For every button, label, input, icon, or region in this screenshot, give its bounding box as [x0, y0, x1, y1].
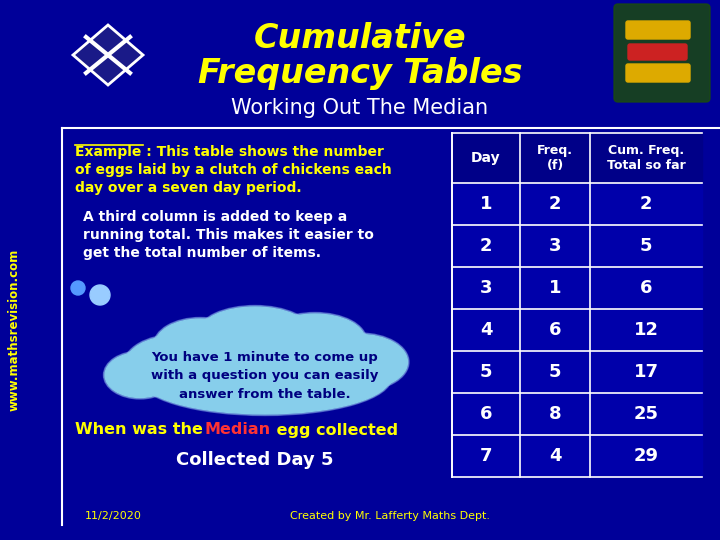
Text: 4: 4 [480, 321, 492, 339]
Text: egg collected: egg collected [271, 422, 398, 437]
FancyBboxPatch shape [626, 21, 690, 39]
Text: 2: 2 [549, 195, 562, 213]
Text: Day: Day [471, 151, 501, 165]
FancyBboxPatch shape [614, 4, 710, 102]
Text: 6: 6 [549, 321, 562, 339]
Text: Median: Median [205, 422, 271, 437]
Text: Created by Mr. Lafferty Maths Dept.: Created by Mr. Lafferty Maths Dept. [290, 511, 490, 521]
Bar [452, 393, 702, 435]
Circle shape [71, 281, 85, 295]
Ellipse shape [200, 307, 310, 357]
Ellipse shape [199, 306, 312, 359]
Circle shape [90, 285, 110, 305]
Ellipse shape [105, 353, 175, 397]
Text: running total. This makes it easier to: running total. This makes it easier to [83, 228, 374, 242]
Ellipse shape [125, 336, 225, 394]
Text: Working Out The Median: Working Out The Median [231, 98, 489, 118]
Ellipse shape [138, 341, 392, 415]
Text: 3: 3 [480, 279, 492, 297]
FancyBboxPatch shape [628, 44, 687, 60]
Text: 17: 17 [634, 363, 659, 381]
Ellipse shape [155, 319, 245, 371]
Text: 6: 6 [480, 405, 492, 423]
Ellipse shape [140, 342, 390, 414]
Text: Example : This table shows the number: Example : This table shows the number [75, 145, 384, 159]
Ellipse shape [311, 333, 409, 391]
Text: You have 1 minute to come up: You have 1 minute to come up [152, 352, 379, 365]
Text: Cum. Freq.
Total so far: Cum. Freq. Total so far [607, 144, 685, 172]
Bar [452, 351, 702, 393]
Bar [452, 133, 702, 183]
Text: 7: 7 [480, 447, 492, 465]
Bar [452, 309, 702, 351]
Text: When was the: When was the [75, 422, 209, 437]
Text: 4: 4 [549, 447, 562, 465]
Text: 12: 12 [634, 321, 659, 339]
Ellipse shape [264, 313, 366, 368]
Text: 3: 3 [549, 237, 562, 255]
Bar [452, 183, 702, 225]
Text: 11/2/2020: 11/2/2020 [85, 511, 142, 521]
Text: 5: 5 [549, 363, 562, 381]
Text: 5: 5 [640, 237, 652, 255]
Text: with a question you can easily: with a question you can easily [151, 369, 379, 382]
Text: Freq.
(f): Freq. (f) [537, 144, 573, 172]
Polygon shape [73, 25, 143, 85]
Bar [452, 435, 702, 477]
Text: Collected Day 5: Collected Day 5 [176, 451, 334, 469]
Text: 5: 5 [480, 363, 492, 381]
Ellipse shape [124, 334, 227, 395]
Bar [452, 267, 702, 309]
Text: 1: 1 [549, 279, 562, 297]
Text: answer from the table.: answer from the table. [179, 388, 351, 401]
Text: A third column is added to keep a: A third column is added to keep a [83, 210, 347, 224]
Text: 1: 1 [480, 195, 492, 213]
Text: Cumulative: Cumulative [253, 22, 467, 55]
Text: 6: 6 [640, 279, 652, 297]
Bar [452, 225, 702, 267]
Text: day over a seven day period.: day over a seven day period. [75, 181, 302, 195]
Ellipse shape [153, 318, 246, 373]
Text: 8: 8 [549, 405, 562, 423]
Ellipse shape [104, 351, 176, 399]
Text: 2: 2 [480, 237, 492, 255]
Text: 25: 25 [634, 405, 659, 423]
Text: of eggs laid by a clutch of chickens each: of eggs laid by a clutch of chickens eac… [75, 163, 392, 177]
Ellipse shape [312, 334, 408, 389]
Text: Frequency Tables: Frequency Tables [198, 57, 522, 91]
FancyBboxPatch shape [626, 64, 690, 82]
Text: 29: 29 [634, 447, 659, 465]
Ellipse shape [265, 314, 365, 366]
Text: get the total number of items.: get the total number of items. [83, 246, 321, 260]
Text: www.mathsrevision.com: www.mathsrevision.com [7, 249, 20, 411]
Text: 2: 2 [640, 195, 652, 213]
